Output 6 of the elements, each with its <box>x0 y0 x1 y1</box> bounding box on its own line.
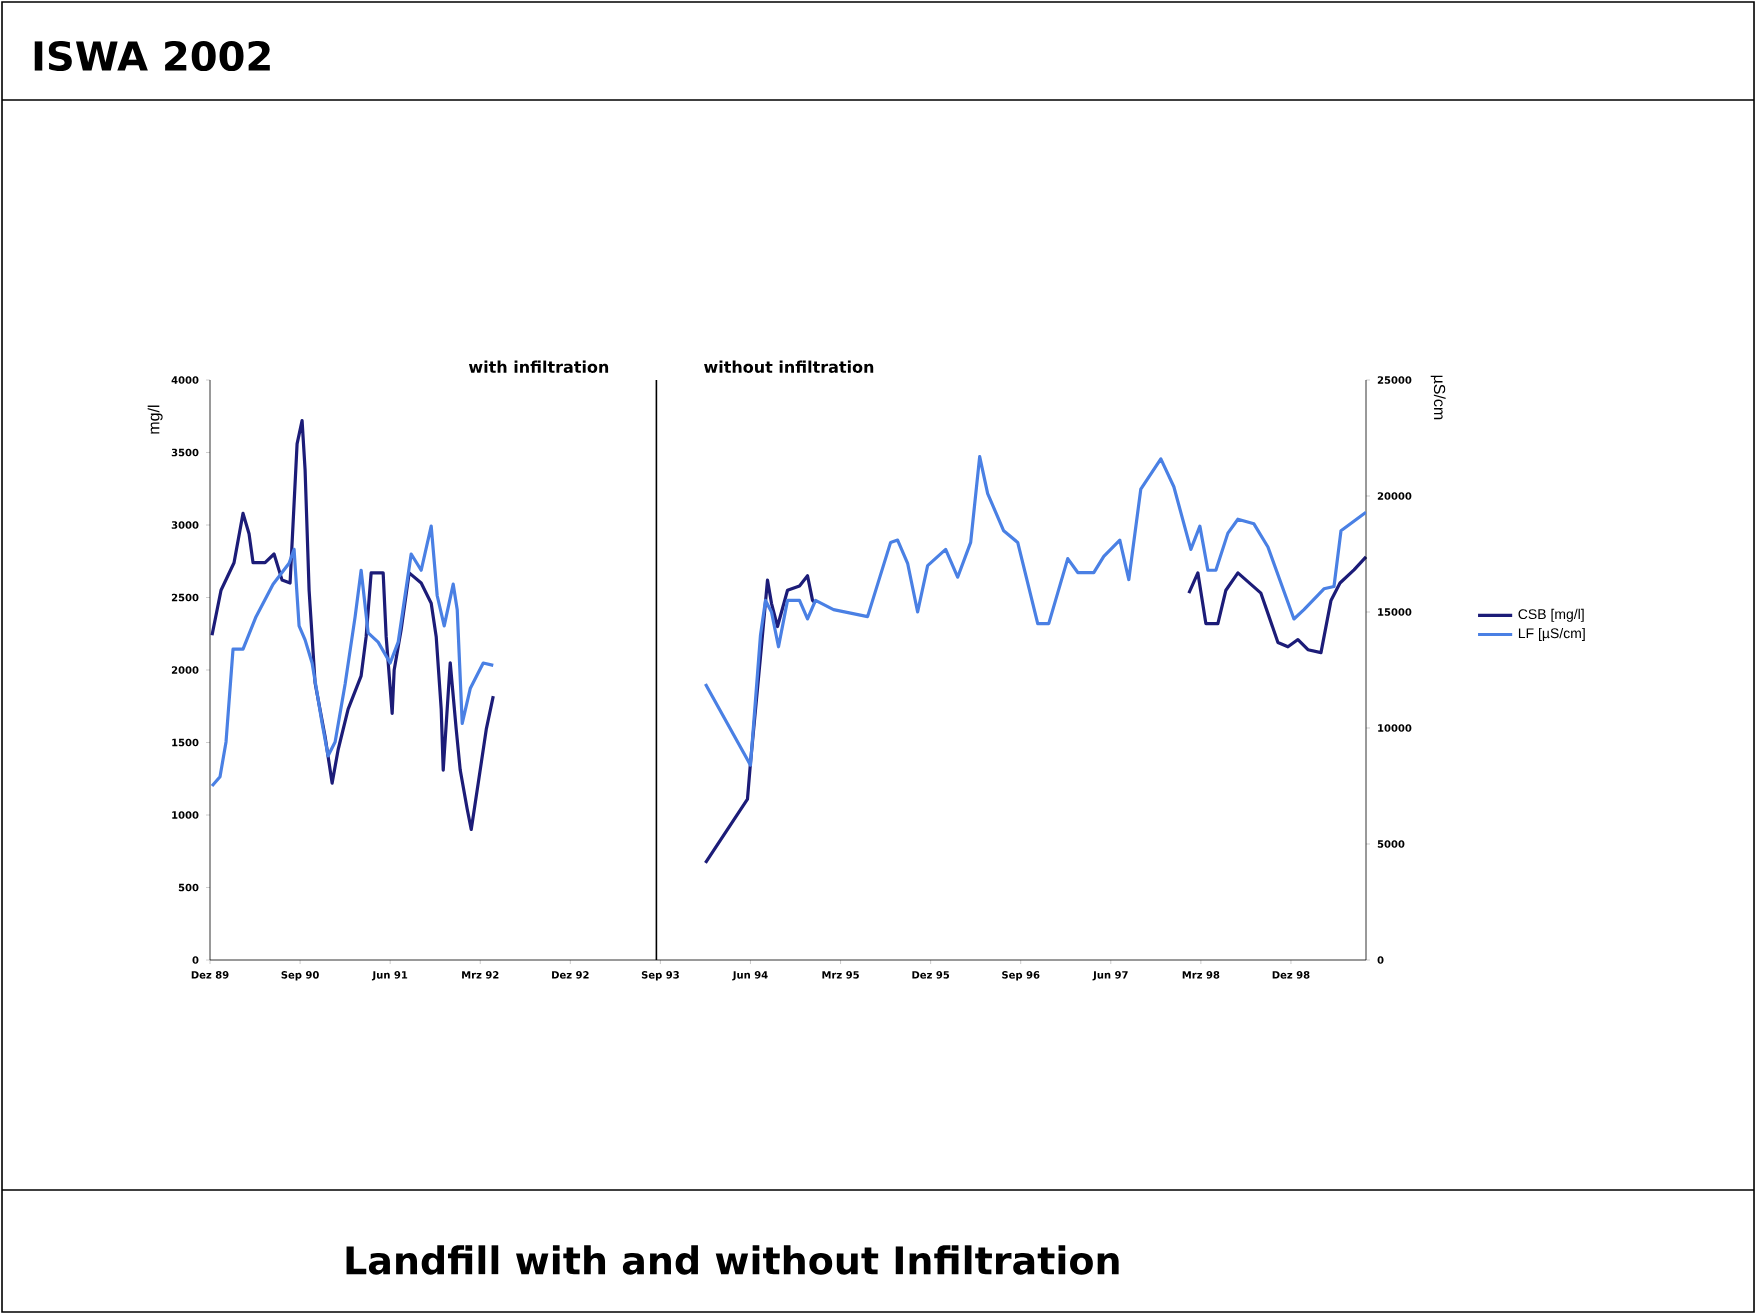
y2-axis-title: µS/cm <box>1430 375 1446 420</box>
text: Landfill with and without Infiltration <box>346 1245 1119 1275</box>
chart-title: ISWA 2002 <box>34 40 270 72</box>
text: without infiltration <box>704 360 874 373</box>
text: with infiltration <box>468 360 609 373</box>
y-axis-title: mg/l <box>147 405 163 434</box>
